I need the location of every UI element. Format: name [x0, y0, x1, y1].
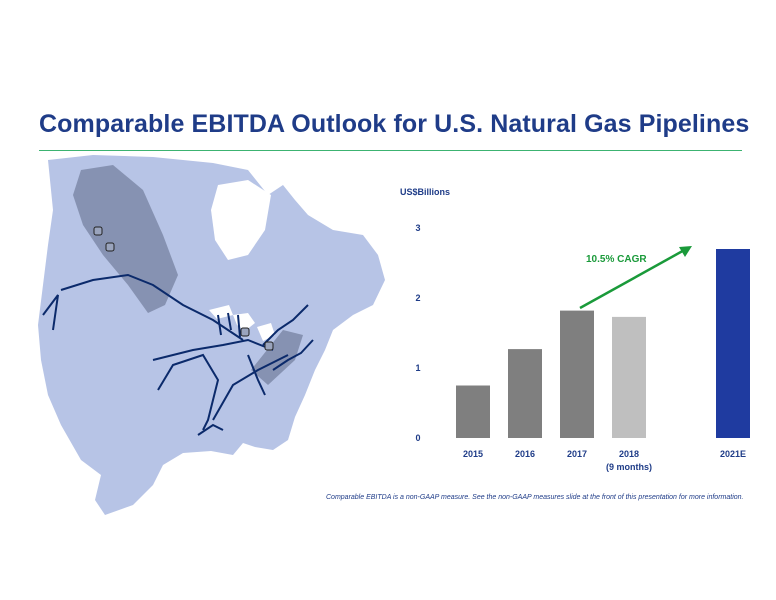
footnote: Comparable EBITDA is a non-GAAP measure.… [326, 494, 744, 501]
wcsb-region [73, 165, 178, 313]
pipeline-network [42, 273, 314, 436]
y-tick-label: 0 [415, 433, 420, 443]
bar-2017 [560, 310, 594, 438]
bar-2015 [456, 385, 490, 438]
page-title: Comparable EBITDA Outlook for U.S. Natur… [39, 110, 750, 138]
bar-2021e [716, 249, 750, 438]
bars [456, 249, 750, 438]
ebitda-bar-chart: US$Billions 0 1 2 3 2015 2016 2017 2018 (9 mont… [400, 187, 750, 472]
cagr-label: 10.5% CAGR [586, 254, 647, 265]
north-america-pipeline-map [38, 155, 385, 515]
y-tick-label: 1 [415, 363, 420, 373]
y-axis-label: US$Billions [400, 187, 450, 197]
facility-marker [264, 341, 274, 351]
x-tick-label: 2018 [619, 449, 639, 459]
bar-2016 [508, 349, 542, 438]
bar-2018 [612, 316, 646, 438]
x-tick-label: 2017 [567, 449, 587, 459]
facility-marker [105, 242, 115, 252]
cagr-arrow [579, 246, 689, 310]
facility-marker [240, 327, 250, 337]
y-tick-label: 3 [415, 223, 420, 233]
y-axis-ticks: 0 1 2 3 [415, 223, 420, 443]
x-axis-labels: 2015 2016 2017 2018 (9 months) 2021E [463, 449, 746, 472]
appalachia-region [251, 330, 303, 385]
hudson-bay [211, 180, 271, 260]
y-tick-label: 2 [415, 293, 420, 303]
cagr-arrowhead [679, 246, 692, 257]
x-tick-label: 2021E [720, 449, 746, 459]
x-tick-label: 2016 [515, 449, 535, 459]
cagr-annotation: 10.5% CAGR [579, 246, 692, 310]
x-tick-sublabel: (9 months) [606, 462, 652, 472]
facility-marker [93, 226, 103, 236]
title-divider [39, 150, 742, 151]
great-lakes [209, 305, 275, 341]
x-tick-label: 2015 [463, 449, 483, 459]
